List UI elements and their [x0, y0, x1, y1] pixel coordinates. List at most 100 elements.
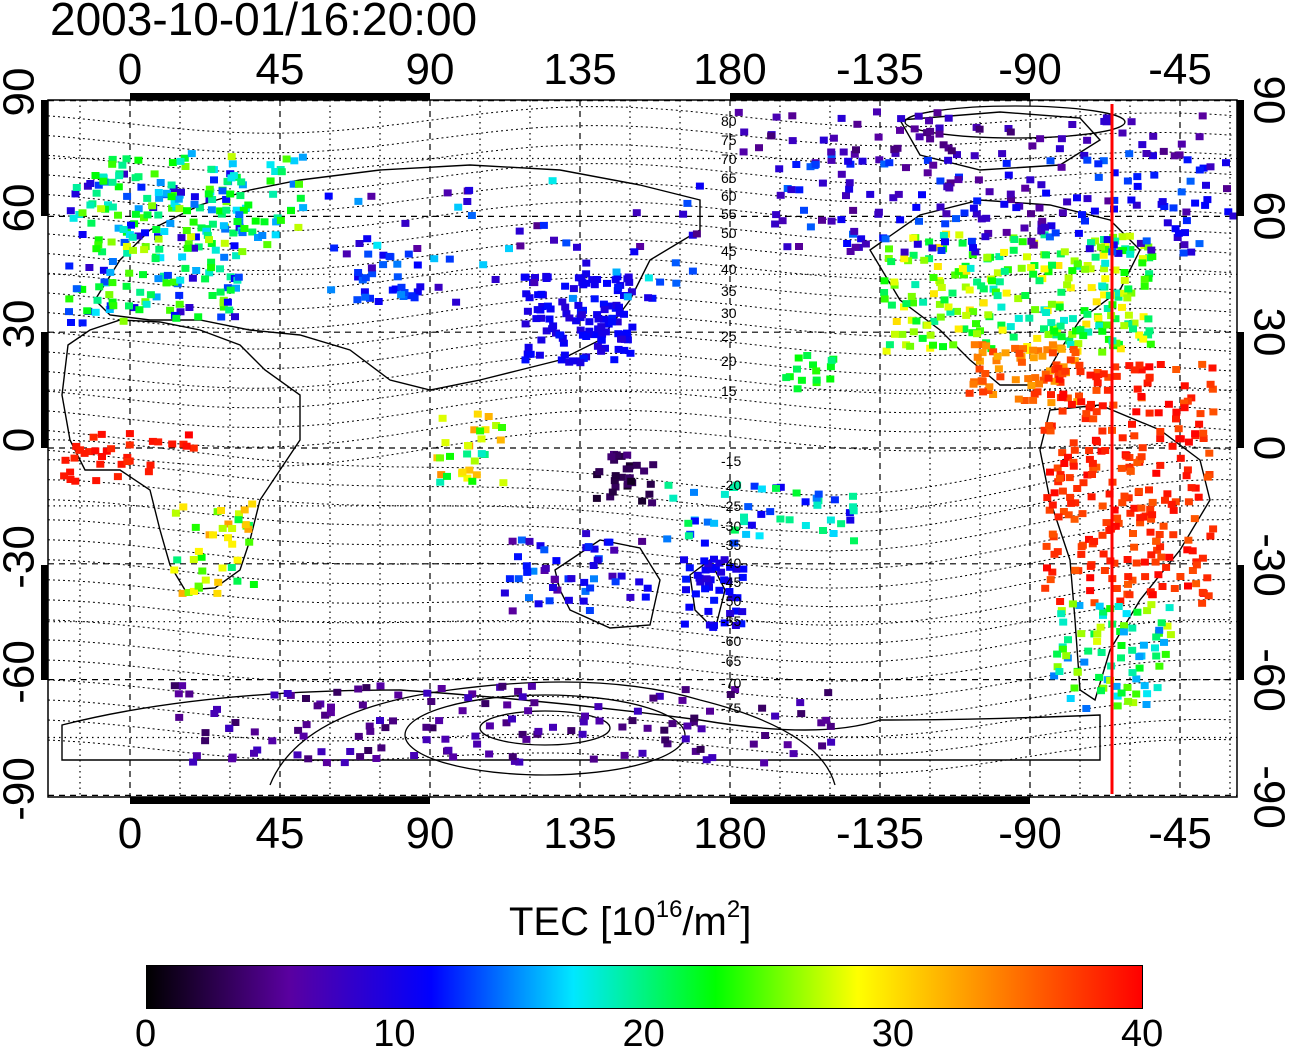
tec-cell	[557, 356, 566, 364]
lon-tick-label-top: 135	[543, 45, 616, 94]
tec-cell	[131, 174, 140, 182]
tec-cell	[508, 715, 516, 723]
tec-cell	[1079, 332, 1088, 340]
tec-cell	[1159, 147, 1168, 155]
tec-cell	[228, 525, 237, 532]
contour-line	[47, 314, 1233, 350]
tec-cell	[160, 228, 169, 235]
tec-cell	[646, 480, 655, 488]
tec-cell	[565, 314, 574, 322]
tec-cell	[614, 283, 623, 291]
tec-cell	[725, 588, 734, 595]
contour-label: 25	[721, 328, 737, 344]
tec-cell	[1124, 573, 1133, 581]
tec-cell	[1198, 554, 1207, 562]
lon-tick-label-bottom: -45	[1148, 809, 1212, 858]
tec-cell	[182, 227, 191, 234]
tec-cell	[1093, 637, 1102, 645]
tec-cell	[787, 186, 796, 194]
tec-cell	[226, 273, 235, 281]
tec-cell	[374, 298, 383, 305]
contour-label: 40	[721, 261, 737, 277]
tec-cell	[226, 286, 235, 294]
tec-cell	[525, 537, 534, 545]
tec-cell	[1171, 225, 1180, 233]
tec-cell	[1110, 196, 1119, 204]
tec-cell	[139, 271, 147, 279]
tec-cell	[1133, 459, 1142, 466]
contour-label: 80	[721, 113, 737, 129]
tec-cell	[1205, 449, 1214, 457]
tec-cell	[154, 211, 163, 219]
tec-cell	[302, 695, 310, 702]
tec-cell	[430, 255, 439, 263]
tec-cell	[982, 342, 991, 350]
tec-cell	[95, 283, 104, 291]
tec-cell	[1039, 376, 1048, 384]
tec-cell	[86, 180, 95, 187]
tec-cell	[1120, 269, 1129, 276]
tec-cell	[611, 483, 620, 491]
tec-cell	[66, 207, 75, 215]
tec-cell	[818, 216, 826, 224]
tec-cell	[1053, 650, 1062, 658]
tec-cell	[1170, 585, 1179, 592]
tec-cell	[726, 563, 735, 571]
tec-cell	[1046, 157, 1055, 165]
tec-cell	[467, 212, 476, 219]
tec-cell	[620, 310, 628, 318]
tec-cell	[122, 155, 131, 163]
tec-cell	[1138, 255, 1147, 263]
contour-line	[47, 738, 1233, 775]
tec-cell	[178, 589, 187, 597]
contour-label: 60	[721, 188, 737, 204]
tec-cell	[755, 532, 764, 540]
tec-cell	[981, 233, 990, 241]
tec-cell	[1106, 676, 1115, 684]
tec-cell	[747, 521, 756, 529]
tec-cell	[979, 388, 988, 396]
tec-cell	[896, 126, 904, 134]
contour-line	[47, 390, 1233, 429]
tec-cell	[561, 282, 570, 290]
tec-cell	[178, 253, 187, 261]
tec-cell	[238, 248, 247, 256]
tec-cell	[250, 728, 259, 736]
contour-label: 15	[721, 383, 737, 399]
tec-cell	[973, 197, 982, 205]
tec-cell	[582, 259, 591, 267]
tec-cell	[775, 165, 784, 173]
tec-cell	[540, 546, 549, 554]
tec-cell	[1130, 432, 1139, 440]
lat-tick-label-left: 0	[0, 428, 44, 452]
tec-cell	[1025, 314, 1034, 322]
tec-cell	[441, 439, 450, 447]
tec-cell	[1089, 415, 1098, 423]
tec-cell	[588, 276, 597, 284]
tec-cell	[995, 278, 1004, 286]
tec-cell	[130, 304, 139, 312]
tec-cell	[599, 315, 608, 323]
tec-cell	[213, 589, 222, 597]
tec-cell	[695, 182, 704, 190]
tec-cell	[228, 753, 237, 761]
tec-cell	[998, 150, 1007, 158]
tec-cell	[367, 264, 376, 272]
contour-line	[47, 277, 1233, 311]
tec-cell	[1184, 498, 1193, 506]
tec-cell	[67, 319, 75, 326]
tec-cell	[508, 753, 517, 761]
tec-cell	[814, 490, 823, 498]
tec-cell	[997, 321, 1006, 329]
tec-cell	[1034, 347, 1043, 355]
tec-cell	[485, 750, 494, 758]
tec-cell	[700, 557, 709, 565]
tec-cell	[140, 246, 149, 254]
tec-cell	[268, 737, 277, 745]
tec-cell	[240, 225, 249, 232]
tec-cell	[891, 330, 899, 338]
axis-bar-left-1	[41, 332, 48, 448]
tec-cell	[146, 461, 155, 469]
tec-cell	[606, 493, 615, 501]
